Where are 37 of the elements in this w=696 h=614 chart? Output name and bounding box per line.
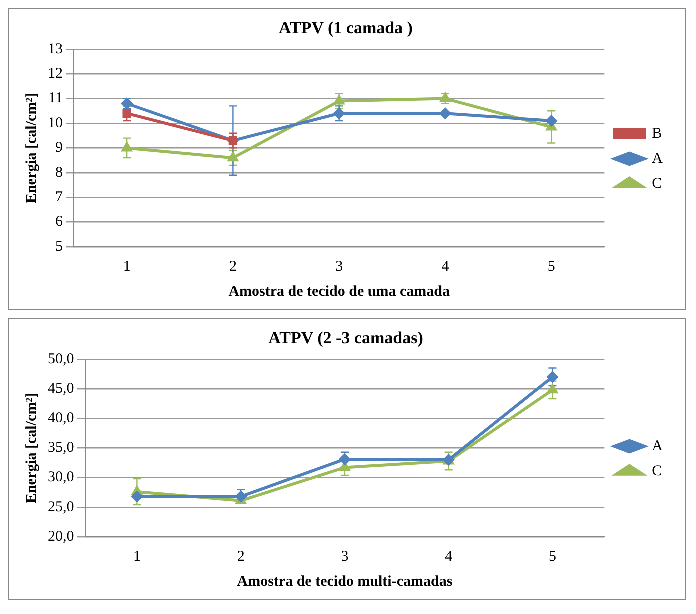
legend-label: C [652,176,662,192]
x-axis-title: Amostra de tecido de uma camada [228,284,450,300]
y-tick-label: 9 [56,140,63,156]
y-tick-label: 7 [56,190,64,206]
y-tick-label: 40,0 [48,410,74,427]
y-tick-label: 12 [48,66,63,82]
y-tick-label: 20,0 [48,528,74,545]
legend-label: C [652,463,662,480]
x-tick-label: 4 [442,258,450,275]
x-tick-label: 1 [133,548,141,565]
y-tick-label: 11 [48,90,63,107]
x-tick-label: 5 [548,258,556,275]
y-tick-label: 5 [56,238,63,255]
y-tick-label: 6 [56,214,64,230]
x-tick-label: 2 [229,258,237,275]
legend-label: B [652,126,662,142]
x-tick-label: 1 [123,258,131,275]
chart-title: ATPV (2 -3 camadas) [268,328,424,348]
x-tick-label: 3 [341,548,349,565]
chart-title: ATPV (1 camada ) [279,18,413,38]
x-axis-title: Amostra de tecido multi-camadas [237,574,453,590]
y-axis-title: Energia [cal/cm²] [24,392,40,504]
legend-label: A [652,438,664,454]
x-tick-label: 5 [548,548,556,565]
y-tick-label: 50,0 [48,351,74,368]
x-tick-label: 2 [237,548,245,565]
y-axis-title: Energia [cal/cm²] [24,92,40,204]
y-tick-label: 25,0 [48,499,74,516]
x-tick-label: 4 [445,548,454,565]
legend-label: A [652,150,664,167]
x-tick-label: 3 [336,258,344,275]
y-tick-label: 13 [48,41,63,58]
y-tick-label: 8 [56,164,63,181]
y-tick-label: 10 [48,115,63,132]
y-tick-label: 45,0 [48,380,74,397]
y-tick-label: 30,0 [48,470,74,486]
y-tick-label: 35,0 [48,440,74,456]
